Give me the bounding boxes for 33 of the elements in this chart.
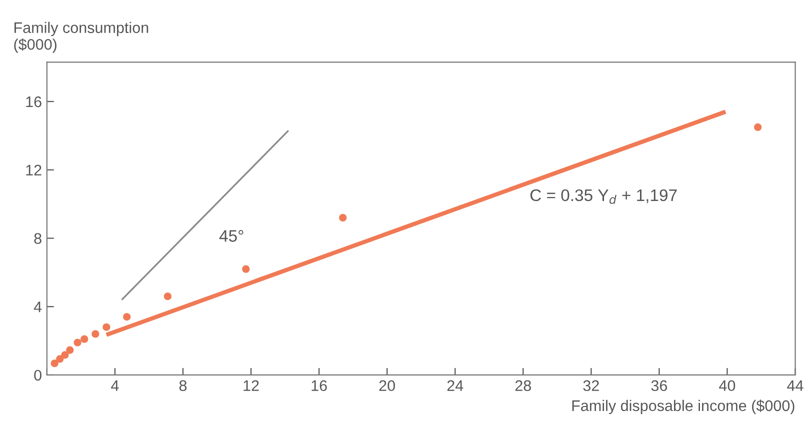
- point: [102, 323, 110, 331]
- y-tick-label: 16: [26, 96, 42, 108]
- y-tick-label: 4: [34, 302, 42, 312]
- y-tick-label: 12: [26, 164, 42, 176]
- y-tick-label: 0: [34, 370, 42, 381]
- x-tick-label: 40: [719, 380, 736, 392]
- point: [66, 346, 74, 354]
- point: [80, 335, 88, 343]
- point: [74, 338, 82, 346]
- x-tick-label: 44: [787, 380, 804, 391]
- point: [339, 214, 347, 222]
- annotation: 45°: [219, 230, 244, 242]
- x-tick-label: 36: [651, 380, 668, 392]
- x-tick-label: 12: [244, 380, 259, 391]
- point: [754, 123, 762, 131]
- point: [56, 355, 64, 363]
- x-tick-label: 16: [312, 380, 327, 392]
- point: [123, 313, 131, 321]
- point: [92, 330, 100, 338]
- x-axis-title: Family disposable income ($000): [572, 400, 794, 414]
- point: [242, 265, 250, 273]
- point: [164, 292, 172, 300]
- y-tick-label: 8: [34, 233, 42, 244]
- point: [61, 351, 69, 359]
- x-tick-label: 32: [583, 380, 599, 392]
- x-tick-label: 8: [179, 380, 187, 392]
- x-tick-label: 24: [447, 380, 464, 391]
- point: [50, 360, 58, 368]
- y-axis-title: Family consumption ($000): [14, 22, 148, 53]
- annotation: C = 0.35 Y$_{d}$ + 1,197: [530, 189, 677, 204]
- x-tick-label: 28: [515, 380, 531, 392]
- x-tick-label: 4: [111, 380, 119, 391]
- x-tick-label: 20: [379, 380, 395, 392]
